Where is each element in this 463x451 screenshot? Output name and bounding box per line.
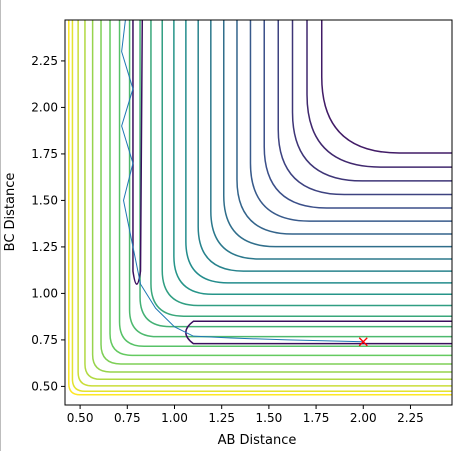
y-tick-label: 0.50 (31, 379, 58, 393)
y-tick-label: 1.25 (31, 240, 58, 254)
contour-line (263, 20, 452, 209)
x-axis-label: AB Distance (218, 433, 297, 448)
x-tick-label: 1.00 (161, 411, 188, 425)
contour-line (150, 20, 452, 317)
x-tick-label: 2.25 (397, 411, 424, 425)
plot-frame (64, 19, 453, 406)
contour-line (109, 20, 452, 357)
x-tick-label: 0.50 (67, 411, 94, 425)
end-marker-stroke (358, 337, 368, 347)
contour-line (197, 20, 452, 272)
contour-lines (68, 20, 452, 396)
contour-line (249, 20, 452, 222)
y-tick-label: 0.75 (31, 333, 58, 347)
end-marker (358, 337, 368, 347)
contour-line (71, 20, 452, 393)
window-edge (0, 0, 1, 451)
y-axis-ticks: 0.50 0.75 1.00 1.25 1.50 1.75 2.00 2.25 (31, 54, 65, 393)
x-tick-label: 1.75 (303, 411, 330, 425)
y-tick-label: 1.50 (31, 193, 58, 207)
y-tick-label: 2.25 (31, 54, 58, 68)
contour-line (128, 20, 452, 338)
contour-line (236, 20, 452, 235)
y-axis-label: BC Distance (3, 173, 18, 252)
y-tick-label: 2.00 (31, 100, 58, 114)
y-tick-label: 1.00 (31, 286, 58, 300)
contour-line (173, 20, 452, 296)
contour-line (185, 20, 452, 284)
x-tick-label: 2.00 (350, 411, 377, 425)
contour-line (223, 20, 452, 248)
contour-line (84, 20, 452, 381)
trajectory-path (121, 20, 364, 343)
x-axis-ticks: 0.50 0.75 1.00 1.25 1.50 1.75 2.00 2.25 (67, 405, 424, 425)
x-tick-label: 1.50 (256, 411, 283, 425)
contour-line (306, 20, 452, 168)
contour-line (139, 20, 452, 328)
contour-line (68, 20, 452, 396)
contour-line (277, 20, 452, 196)
contour-line (210, 20, 452, 260)
trajectory-line (121, 20, 364, 343)
contour-line (77, 20, 452, 387)
contour-line (100, 20, 452, 365)
contour-line (161, 20, 452, 307)
contour-line (291, 20, 452, 182)
contour-well-line (185, 320, 452, 345)
contour-line (320, 20, 452, 154)
x-tick-label: 1.25 (208, 411, 235, 425)
contour-well-line (132, 20, 144, 285)
x-tick-label: 0.75 (114, 411, 141, 425)
y-tick-label: 1.75 (31, 147, 58, 161)
contour-line (118, 20, 452, 347)
contour-line (91, 20, 452, 373)
